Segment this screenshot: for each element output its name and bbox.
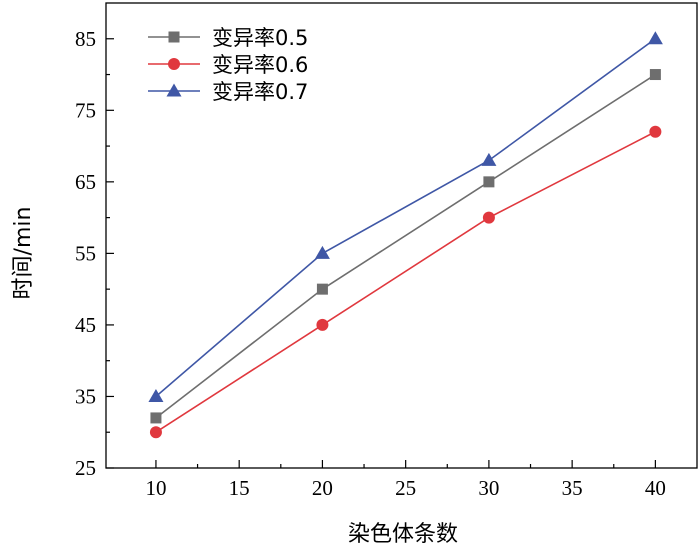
- data-point: [316, 318, 329, 331]
- legend-marker: [168, 58, 180, 70]
- series-line: [155, 131, 656, 433]
- y-tick-label: 25: [75, 456, 96, 480]
- x-tick-label: 15: [229, 476, 250, 500]
- y-tick-label: 75: [75, 98, 96, 122]
- series-3: [148, 31, 663, 402]
- data-point: [481, 152, 497, 166]
- legend-item-3: 变异率0.7: [148, 80, 308, 104]
- y-tick-label: 65: [75, 170, 96, 194]
- legend-item-1: 变异率0.5: [148, 26, 308, 50]
- data-point: [647, 31, 663, 45]
- plot-frame: [105, 2, 698, 469]
- series-2: [149, 125, 662, 439]
- data-point: [148, 388, 164, 402]
- x-tick-label: 40: [645, 476, 666, 500]
- plot-border: [105, 2, 698, 469]
- data-point: [149, 426, 162, 439]
- legend-marker: [166, 83, 182, 97]
- y-tick-label: 35: [75, 384, 96, 408]
- legend-label: 变异率0.7: [212, 80, 308, 104]
- x-tick-label: 10: [145, 476, 166, 500]
- data-point: [150, 412, 162, 424]
- y-tick-label: 55: [75, 241, 96, 265]
- legend-label: 变异率0.5: [212, 26, 308, 50]
- data-point: [649, 69, 661, 81]
- data-point: [483, 176, 495, 188]
- series-1: [150, 69, 661, 424]
- x-tick-label: 30: [478, 476, 499, 500]
- y-axis-title: 时间/min: [11, 207, 36, 300]
- series-line: [155, 38, 656, 398]
- data-point: [316, 283, 328, 295]
- legend: 变异率0.5 变异率0.6 变异率0.7: [148, 26, 308, 104]
- data-point: [649, 125, 662, 138]
- data-point: [314, 245, 330, 259]
- x-axis-title: 染色体条数: [348, 522, 458, 547]
- y-tick-label: 85: [75, 27, 96, 51]
- legend-item-2: 变异率0.6: [148, 53, 308, 77]
- series-line: [155, 73, 656, 419]
- legend-label: 变异率0.6: [212, 53, 308, 77]
- x-tick-label: 25: [395, 476, 416, 500]
- x-axis: 10 15 20 25 30 35 40: [145, 460, 666, 500]
- y-axis: 25 35 45 55 65 75 85: [75, 27, 114, 480]
- series-layer: [148, 31, 663, 439]
- x-tick-label: 35: [562, 476, 583, 500]
- y-tick-label: 45: [75, 313, 96, 337]
- x-tick-label: 20: [312, 476, 333, 500]
- data-point: [482, 211, 495, 224]
- legend-marker: [168, 31, 180, 43]
